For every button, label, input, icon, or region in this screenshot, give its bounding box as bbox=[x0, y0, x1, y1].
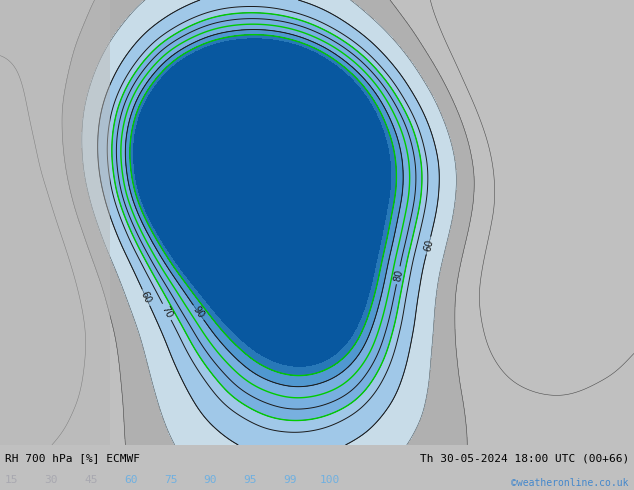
Text: 75: 75 bbox=[164, 475, 178, 485]
Text: Th 30-05-2024 18:00 UTC (00+66): Th 30-05-2024 18:00 UTC (00+66) bbox=[420, 453, 629, 463]
Text: 90: 90 bbox=[204, 475, 217, 485]
Text: ©weatheronline.co.uk: ©weatheronline.co.uk bbox=[512, 478, 629, 488]
Text: 60: 60 bbox=[124, 475, 138, 485]
Text: 15: 15 bbox=[4, 475, 18, 485]
Text: 60: 60 bbox=[422, 238, 435, 253]
Text: 99: 99 bbox=[283, 475, 297, 485]
Text: 70: 70 bbox=[160, 304, 174, 319]
Bar bbox=[0, 0, 110, 445]
Text: 90: 90 bbox=[191, 305, 206, 320]
Text: RH 700 hPa [%] ECMWF: RH 700 hPa [%] ECMWF bbox=[5, 453, 140, 463]
Text: 80: 80 bbox=[392, 269, 404, 282]
Text: 100: 100 bbox=[320, 475, 340, 485]
Text: 95: 95 bbox=[243, 475, 257, 485]
Text: 45: 45 bbox=[84, 475, 98, 485]
Text: 30: 30 bbox=[44, 475, 58, 485]
Text: 60: 60 bbox=[139, 290, 153, 305]
